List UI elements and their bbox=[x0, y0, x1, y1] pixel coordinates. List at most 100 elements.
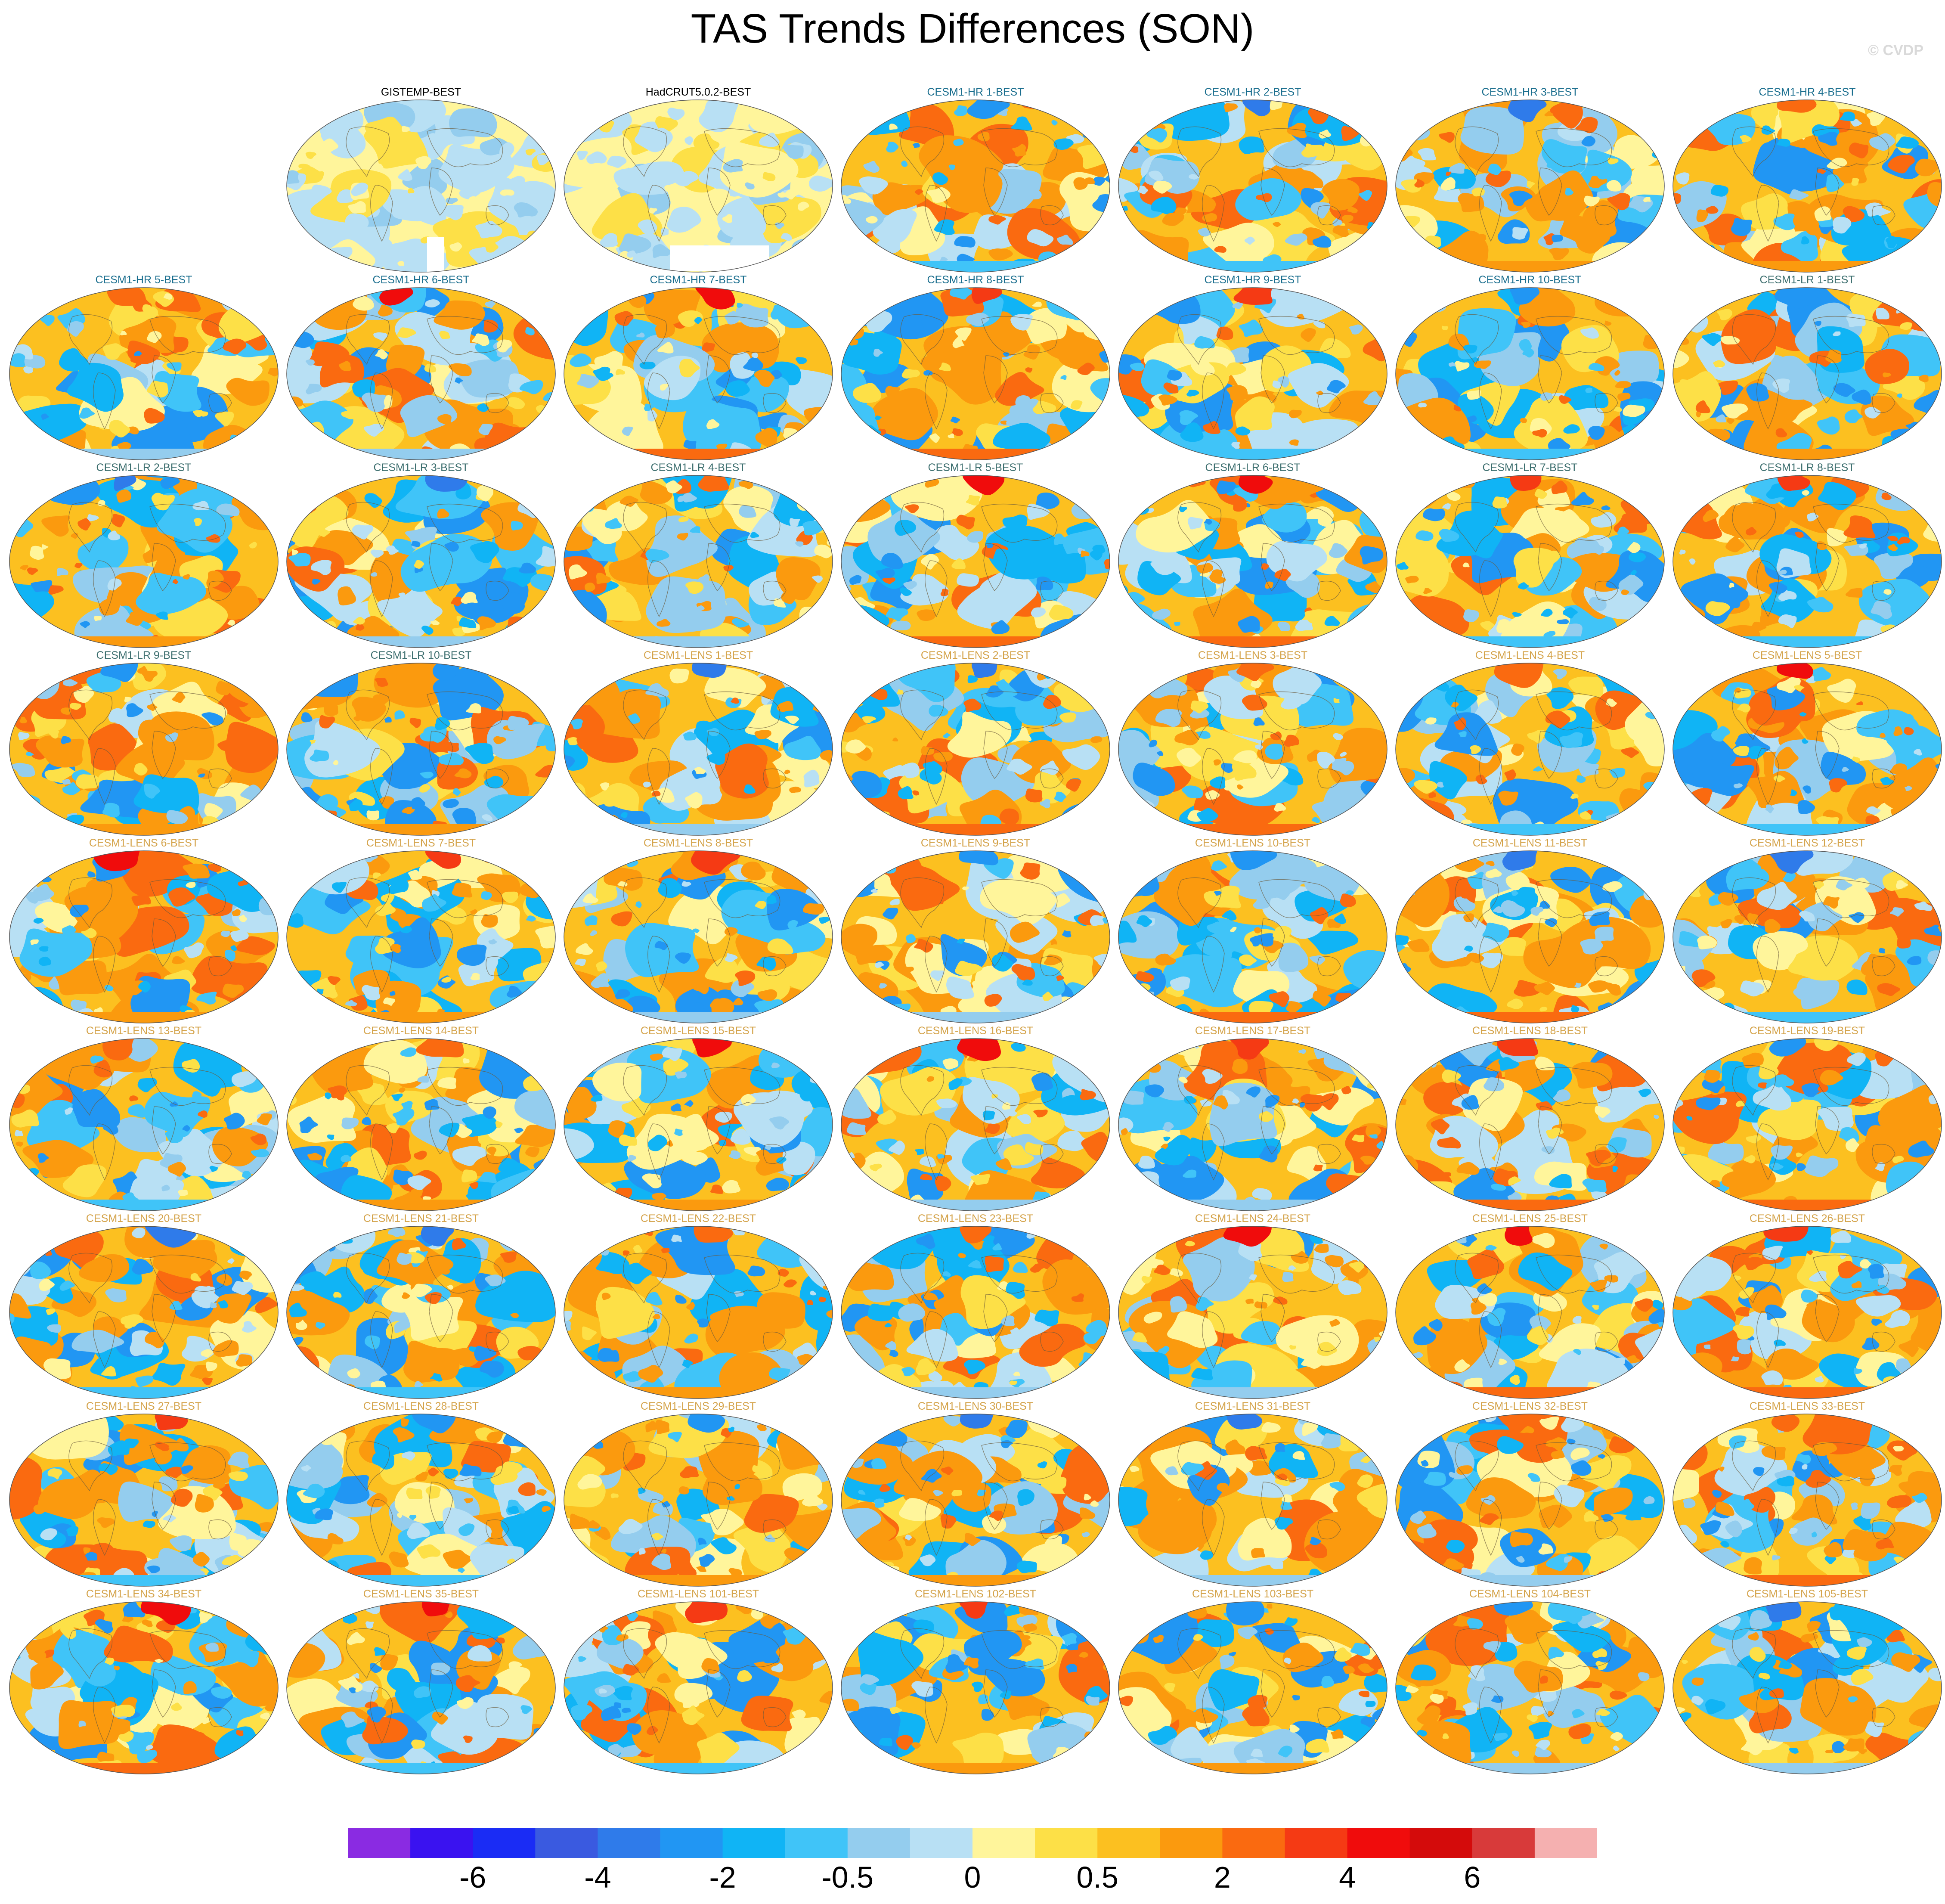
colorbar-swatch bbox=[1409, 1828, 1473, 1858]
robinson-map bbox=[9, 1601, 279, 1774]
map-panel: CESM1-LENS 32-BEST bbox=[1394, 1400, 1666, 1588]
panel-title: CESM1-LENS 30-BEST bbox=[917, 1400, 1034, 1412]
robinson-map bbox=[1395, 850, 1665, 1023]
robinson-map bbox=[841, 475, 1110, 648]
colorbar-swatch bbox=[972, 1828, 1035, 1858]
robinson-map bbox=[1118, 1414, 1388, 1587]
robinson-map bbox=[564, 1038, 833, 1211]
map-panel: CESM1-LR 3-BEST bbox=[285, 462, 557, 649]
map-panel: CESM1-LENS 31-BEST bbox=[1117, 1400, 1389, 1588]
map-panel: CESM1-LENS 19-BEST bbox=[1671, 1025, 1943, 1212]
map-panel: CESM1-LR 2-BEST bbox=[8, 462, 280, 649]
robinson-map bbox=[1395, 663, 1665, 836]
robinson-map bbox=[1395, 1414, 1665, 1587]
colorbar-swatch bbox=[1035, 1828, 1098, 1858]
robinson-map bbox=[1118, 99, 1388, 273]
panel-title: CESM1-LENS 1-BEST bbox=[643, 649, 753, 661]
panel-title: CESM1-LR 1-BEST bbox=[1759, 274, 1855, 286]
colorbar-swatch bbox=[1347, 1828, 1410, 1858]
map-panel: GISTEMP-BEST bbox=[285, 86, 557, 274]
colorbar-tick-label: -6 bbox=[459, 1861, 486, 1894]
map-panel: CESM1-LENS 101-BEST bbox=[562, 1588, 834, 1776]
robinson-map bbox=[9, 1038, 279, 1211]
panel-title: CESM1-LENS 35-BEST bbox=[363, 1588, 479, 1600]
map-panel: CESM1-LR 7-BEST bbox=[1394, 462, 1666, 649]
colorbar-swatch bbox=[473, 1828, 536, 1858]
robinson-map bbox=[1672, 475, 1942, 648]
robinson-map bbox=[1672, 1226, 1942, 1399]
colorbar-swatch bbox=[910, 1828, 973, 1858]
panel-title: CESM1-LENS 11-BEST bbox=[1472, 837, 1588, 849]
robinson-map bbox=[841, 99, 1110, 273]
colorbar-swatch bbox=[1097, 1828, 1160, 1858]
robinson-map bbox=[1395, 99, 1665, 273]
colorbar-tick-label: 6 bbox=[1464, 1861, 1481, 1894]
map-panel: CESM1-LR 6-BEST bbox=[1117, 462, 1389, 649]
map-panel: CESM1-LENS 7-BEST bbox=[285, 837, 557, 1025]
panel-title: CESM1-LR 2-BEST bbox=[96, 462, 192, 474]
map-panel: CESM1-LENS 12-BEST bbox=[1671, 837, 1943, 1025]
robinson-map bbox=[1672, 99, 1942, 273]
colorbar-tick-label: -0.5 bbox=[821, 1861, 874, 1894]
map-panel: CESM1-LENS 28-BEST bbox=[285, 1400, 557, 1588]
robinson-map bbox=[841, 1226, 1110, 1399]
map-panel: CESM1-LENS 3-BEST bbox=[1117, 649, 1389, 837]
colorbar-swatch bbox=[535, 1828, 598, 1858]
colorbar-tick-label: 0 bbox=[964, 1861, 981, 1894]
map-panel: CESM1-HR 10-BEST bbox=[1394, 274, 1666, 462]
panel-title: CESM1-LENS 101-BEST bbox=[637, 1588, 759, 1600]
colorbar-swatch bbox=[785, 1828, 848, 1858]
map-panel: CESM1-LENS 24-BEST bbox=[1117, 1212, 1389, 1400]
panel-title: CESM1-LENS 24-BEST bbox=[1195, 1212, 1311, 1225]
panel-title: CESM1-LENS 102-BEST bbox=[914, 1588, 1037, 1600]
robinson-map bbox=[286, 287, 556, 460]
robinson-map bbox=[564, 850, 833, 1023]
panel-title: CESM1-HR 10-BEST bbox=[1478, 274, 1582, 286]
panel-title: CESM1-LENS 8-BEST bbox=[643, 837, 753, 849]
map-panel: CESM1-HR 3-BEST bbox=[1394, 86, 1666, 274]
panel-title: CESM1-LENS 4-BEST bbox=[1475, 649, 1585, 661]
map-panel: CESM1-LENS 30-BEST bbox=[839, 1400, 1112, 1588]
panel-title: CESM1-LENS 3-BEST bbox=[1198, 649, 1308, 661]
map-panel: CESM1-LENS 105-BEST bbox=[1671, 1588, 1943, 1776]
robinson-map bbox=[9, 850, 279, 1023]
colorbar-swatch bbox=[1285, 1828, 1348, 1858]
panel-title: CESM1-LENS 104-BEST bbox=[1469, 1588, 1591, 1600]
robinson-map bbox=[286, 475, 556, 648]
robinson-map bbox=[9, 1414, 279, 1587]
panel-title: CESM1-HR 1-BEST bbox=[927, 86, 1024, 98]
panel-title: CESM1-LENS 103-BEST bbox=[1192, 1588, 1314, 1600]
robinson-map bbox=[1118, 1601, 1388, 1774]
panel-title: CESM1-HR 9-BEST bbox=[1204, 274, 1301, 286]
robinson-map bbox=[286, 1226, 556, 1399]
panel-title: CESM1-LENS 29-BEST bbox=[640, 1400, 756, 1412]
map-panel: CESM1-LR 9-BEST bbox=[8, 649, 280, 837]
map-panel: CESM1-LENS 8-BEST bbox=[562, 837, 834, 1025]
colorbar-swatch bbox=[410, 1828, 473, 1858]
panel-title: CESM1-LENS 12-BEST bbox=[1749, 837, 1865, 849]
panel-title: CESM1-LENS 21-BEST bbox=[363, 1212, 479, 1225]
panel-title: CESM1-LENS 5-BEST bbox=[1752, 649, 1862, 661]
map-panel: HadCRUT5.0.2-BEST bbox=[562, 86, 834, 274]
robinson-map bbox=[564, 287, 833, 460]
map-panel: CESM1-LENS 25-BEST bbox=[1394, 1212, 1666, 1400]
map-panel: CESM1-LENS 18-BEST bbox=[1394, 1025, 1666, 1212]
map-panel: CESM1-LR 1-BEST bbox=[1671, 274, 1943, 462]
map-panel: CESM1-HR 8-BEST bbox=[839, 274, 1112, 462]
colorbar-swatch bbox=[847, 1828, 911, 1858]
robinson-map bbox=[1118, 850, 1388, 1023]
colorbar-swatch bbox=[722, 1828, 786, 1858]
robinson-map bbox=[1118, 287, 1388, 460]
map-panel: CESM1-HR 6-BEST bbox=[285, 274, 557, 462]
panel-title: CESM1-LR 6-BEST bbox=[1205, 462, 1301, 474]
panel-title: CESM1-LR 4-BEST bbox=[650, 462, 746, 474]
map-panel: CESM1-LENS 20-BEST bbox=[8, 1212, 280, 1400]
panel-title: CESM1-HR 2-BEST bbox=[1204, 86, 1301, 98]
robinson-map bbox=[1395, 1226, 1665, 1399]
robinson-map bbox=[1672, 663, 1942, 836]
panel-title: CESM1-LR 9-BEST bbox=[96, 649, 192, 661]
robinson-map bbox=[1672, 1601, 1942, 1774]
colorbar-swatch bbox=[1222, 1828, 1285, 1858]
colorbar-tick-label: 0.5 bbox=[1076, 1861, 1118, 1894]
panel-title: CESM1-HR 3-BEST bbox=[1481, 86, 1579, 98]
